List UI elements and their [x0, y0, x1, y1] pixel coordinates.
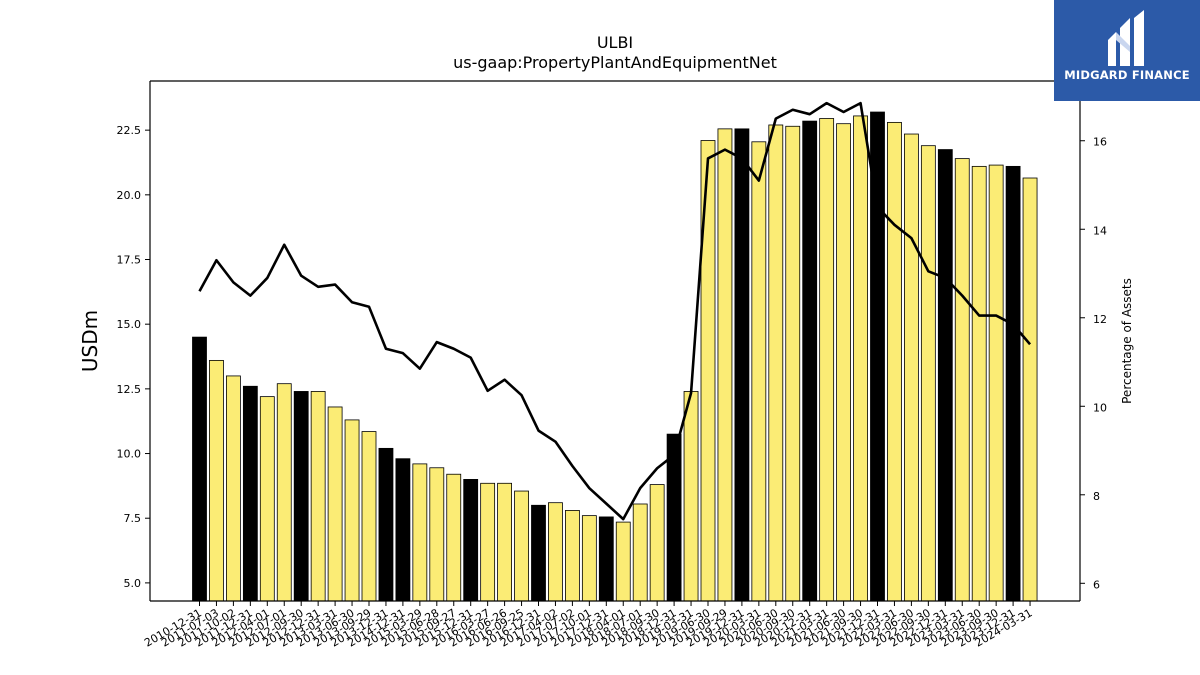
bar [293, 391, 309, 602]
bar [565, 510, 580, 602]
bar [1005, 165, 1021, 602]
plot-area: 5.0 7.5 10.0 12.5 15.0 17.5 20.0 22.5 6 8 10 12 14 16… [117, 80, 1107, 650]
bar [751, 141, 767, 602]
bar [310, 391, 326, 602]
y-tick-label-left: 12.5 [117, 383, 142, 396]
bar [412, 463, 428, 602]
bar [446, 473, 462, 602]
bar [242, 385, 258, 602]
bar [192, 336, 207, 602]
bar [259, 396, 275, 602]
y-tick-label-left: 20.0 [117, 189, 142, 202]
y-tick-label-left: 15.0 [117, 318, 142, 331]
bar [836, 123, 851, 602]
bar [887, 121, 902, 602]
midgard-logo-icon [1108, 10, 1144, 66]
y-axis-label-right: Percentage of Assets [1120, 278, 1134, 404]
bar [361, 431, 377, 602]
brand-name: MIDGARD FINANCE [1064, 68, 1190, 82]
bar [598, 516, 614, 602]
y-tick-label-right: 10 [1093, 401, 1107, 414]
bar [988, 164, 1004, 602]
bar [548, 502, 563, 602]
bar [581, 515, 597, 602]
bar [717, 128, 733, 602]
bar [734, 128, 750, 602]
y-tick-label-left: 10.0 [117, 448, 142, 461]
y-tick-label-left: 7.5 [124, 512, 142, 525]
bar [463, 479, 479, 602]
chart-subtitle: us-gaap:PropertyPlantAndEquipmentNet [453, 53, 777, 72]
bar [632, 503, 648, 602]
bar [378, 447, 394, 602]
bar [327, 406, 343, 602]
bar [429, 467, 445, 602]
bar [870, 111, 885, 602]
bar [344, 419, 360, 602]
y-tick-label-left: 22.5 [117, 124, 142, 137]
y-tick-label-left: 17.5 [117, 254, 142, 267]
bar [920, 145, 936, 602]
percentage-line [198, 101, 1032, 521]
bar [971, 165, 987, 602]
bar [1022, 177, 1038, 602]
bar [531, 504, 546, 602]
bar [785, 125, 801, 602]
chart-title: ULBI [597, 33, 633, 52]
bar [819, 118, 835, 602]
bar [276, 383, 292, 602]
y-axis-label-left: USDm [78, 310, 102, 372]
bar [768, 124, 784, 602]
bar [514, 490, 529, 602]
bar [802, 120, 818, 602]
bar [497, 482, 513, 602]
bar [649, 484, 665, 602]
y-tick-label-right: 12 [1093, 313, 1107, 326]
y-tick-label-left: 5.0 [124, 577, 142, 590]
brand-logo: MIDGARD FINANCE [1054, 0, 1200, 101]
bar [209, 359, 224, 602]
y-tick-label-right: 14 [1093, 224, 1107, 237]
bar [395, 458, 411, 602]
y-tick-label-right: 16 [1093, 136, 1107, 149]
bar [683, 391, 699, 602]
bar [853, 115, 868, 602]
bar [615, 521, 631, 602]
bar [480, 482, 496, 602]
bar [954, 158, 970, 602]
y-tick-label-right: 6 [1093, 578, 1100, 591]
bar [937, 149, 953, 602]
y-tick-label-right: 8 [1093, 490, 1100, 503]
bar [904, 133, 919, 602]
bar [225, 375, 241, 602]
